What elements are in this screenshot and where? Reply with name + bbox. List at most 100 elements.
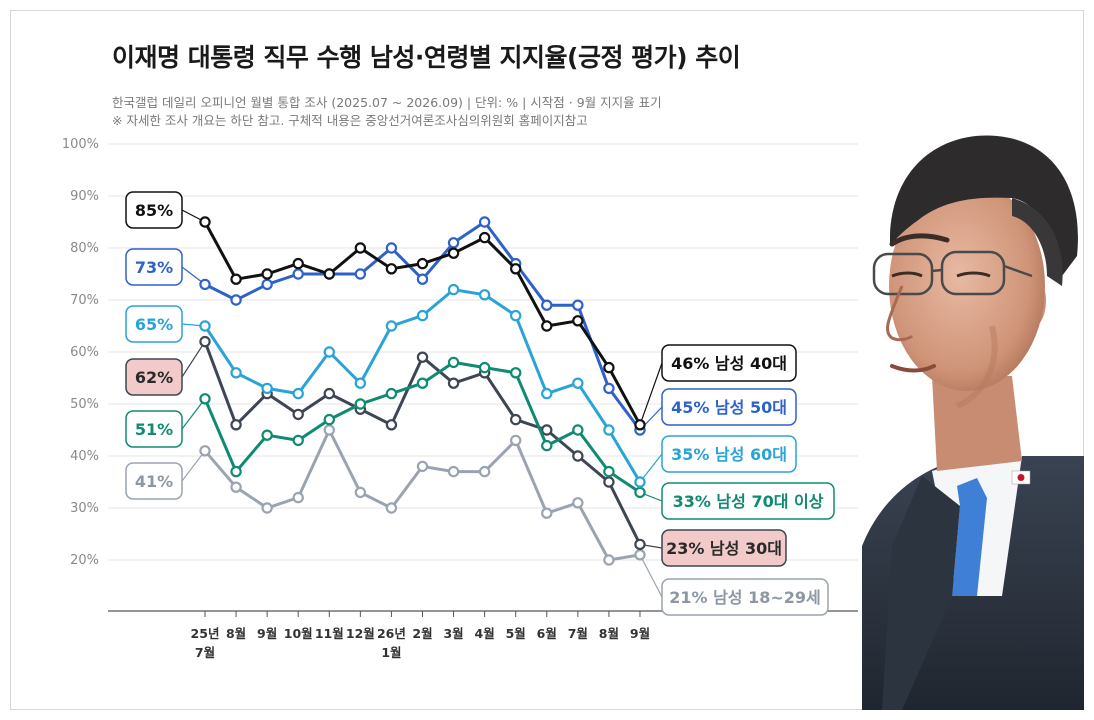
data-point-m50 [354, 268, 367, 280]
data-point-m30 [603, 476, 615, 488]
end-label-m50-box [661, 388, 797, 426]
end-label-m18: 21% 남성 18~29세 [669, 588, 821, 607]
start-label-m50: 73% [135, 258, 173, 277]
data-point-m40 [603, 361, 615, 374]
data-point-m50 [416, 273, 429, 285]
data-point-m60 [385, 320, 398, 332]
data-point-m60 [199, 320, 211, 332]
data-point-m60 [634, 476, 646, 488]
end-label-m40-box [661, 344, 797, 382]
data-point-m18 [478, 465, 491, 478]
x-tick-label: 25년 [191, 626, 220, 641]
data-point-m50 [292, 268, 304, 280]
data-point-m60 [603, 424, 615, 436]
data-point-m60 [541, 387, 553, 400]
chart-subtitle: 한국갤럽 데일리 오피니언 월별 통합 조사 (2025.07 ~ 2026.0… [112, 95, 662, 110]
y-tick-label: 80% [70, 241, 99, 256]
data-point-m30 [292, 408, 304, 421]
y-tick-label: 20% [70, 553, 99, 568]
data-point-m70 [323, 413, 335, 426]
data-point-m18 [416, 460, 429, 473]
data-point-m70 [478, 361, 491, 374]
portrait-photo [862, 126, 1084, 710]
data-point-m40 [478, 231, 491, 244]
x-tick-label: 9월 [630, 626, 650, 641]
end-label-m70: 33% 남성 70대 이상 [673, 492, 824, 511]
data-point-m18 [354, 486, 367, 499]
x-tick-label: 7월 [195, 645, 215, 660]
x-tick-label: 5월 [506, 626, 526, 641]
x-tick-label: 12월 [346, 626, 375, 641]
end-label-m40: 46% 남성 40대 [671, 354, 787, 373]
x-tick-label: 10월 [284, 626, 313, 641]
data-point-m18 [572, 497, 584, 509]
data-point-m60 [416, 309, 429, 322]
series-line-m50 [204, 220, 642, 431]
x-tick-label: 7월 [568, 626, 588, 641]
data-point-m30 [230, 419, 242, 431]
data-point-m40 [323, 268, 335, 280]
x-tick-label: 8월 [599, 626, 619, 641]
data-point-m40 [416, 257, 429, 270]
data-point-m70 [572, 424, 584, 436]
data-point-m60 [478, 289, 491, 301]
y-tick-label: 70% [70, 293, 99, 308]
data-point-m70 [261, 429, 273, 441]
start-connector [181, 341, 206, 378]
end-label-m18-box [661, 578, 829, 616]
data-point-m18 [541, 507, 553, 519]
x-tick-label: 9월 [257, 626, 277, 641]
start-connector [181, 398, 206, 430]
series-line-m18 [203, 428, 641, 562]
chart-note: ※ 자세한 조사 개요는 하단 참고. 구체적 내용은 중앙선거여론조사심의위원… [112, 113, 588, 128]
data-point-m40 [261, 268, 273, 280]
data-point-m18 [199, 445, 211, 457]
y-tick-label: 40% [70, 449, 99, 464]
start-label-m70-box [125, 410, 183, 448]
x-tick-label: 4월 [475, 626, 495, 641]
start-label-m60-box [125, 305, 183, 343]
data-point-m40 [292, 257, 304, 270]
data-point-m50 [541, 299, 553, 311]
data-point-m70 [541, 439, 553, 452]
start-label-m18: 41% [135, 472, 173, 491]
data-point-m40 [634, 419, 646, 431]
data-point-m70 [385, 387, 398, 400]
data-point-m50 [603, 382, 615, 395]
data-point-m30 [634, 538, 646, 551]
x-tick-label: 6월 [537, 626, 557, 641]
data-point-m40 [510, 263, 522, 275]
data-point-m40 [230, 273, 242, 285]
data-point-m18 [230, 481, 242, 493]
start-label-m18-box [125, 462, 183, 500]
data-point-m70 [603, 465, 615, 478]
data-point-m50 [447, 237, 460, 249]
series-line-m30 [203, 341, 642, 546]
x-tick-label: 26년 [377, 626, 406, 641]
data-point-m40 [447, 247, 460, 259]
data-point-m60 [230, 367, 242, 379]
data-point-m40 [572, 315, 584, 327]
y-tick-label: 100% [62, 137, 99, 152]
data-point-m30 [199, 335, 211, 348]
y-tick-label: 90% [70, 189, 99, 204]
data-point-m30 [572, 450, 584, 462]
data-point-m60 [510, 309, 522, 322]
data-point-m70 [292, 434, 304, 447]
y-tick-label: 60% [70, 345, 99, 360]
data-point-m70 [510, 367, 522, 379]
data-point-m30 [541, 424, 553, 436]
portrait-illustration [862, 135, 1084, 710]
data-point-m60 [292, 387, 304, 400]
end-connector [639, 362, 663, 426]
data-point-m60 [323, 346, 335, 358]
data-point-m30 [385, 419, 398, 431]
data-point-m18 [634, 549, 646, 561]
y-tick-label: 50% [70, 397, 99, 412]
end-label-m60-box [661, 435, 797, 473]
data-point-m30 [416, 351, 429, 363]
start-label-m30: 62% [135, 368, 173, 387]
data-point-m18 [603, 554, 615, 566]
data-point-m50 [261, 278, 273, 291]
data-point-m50 [230, 294, 242, 306]
